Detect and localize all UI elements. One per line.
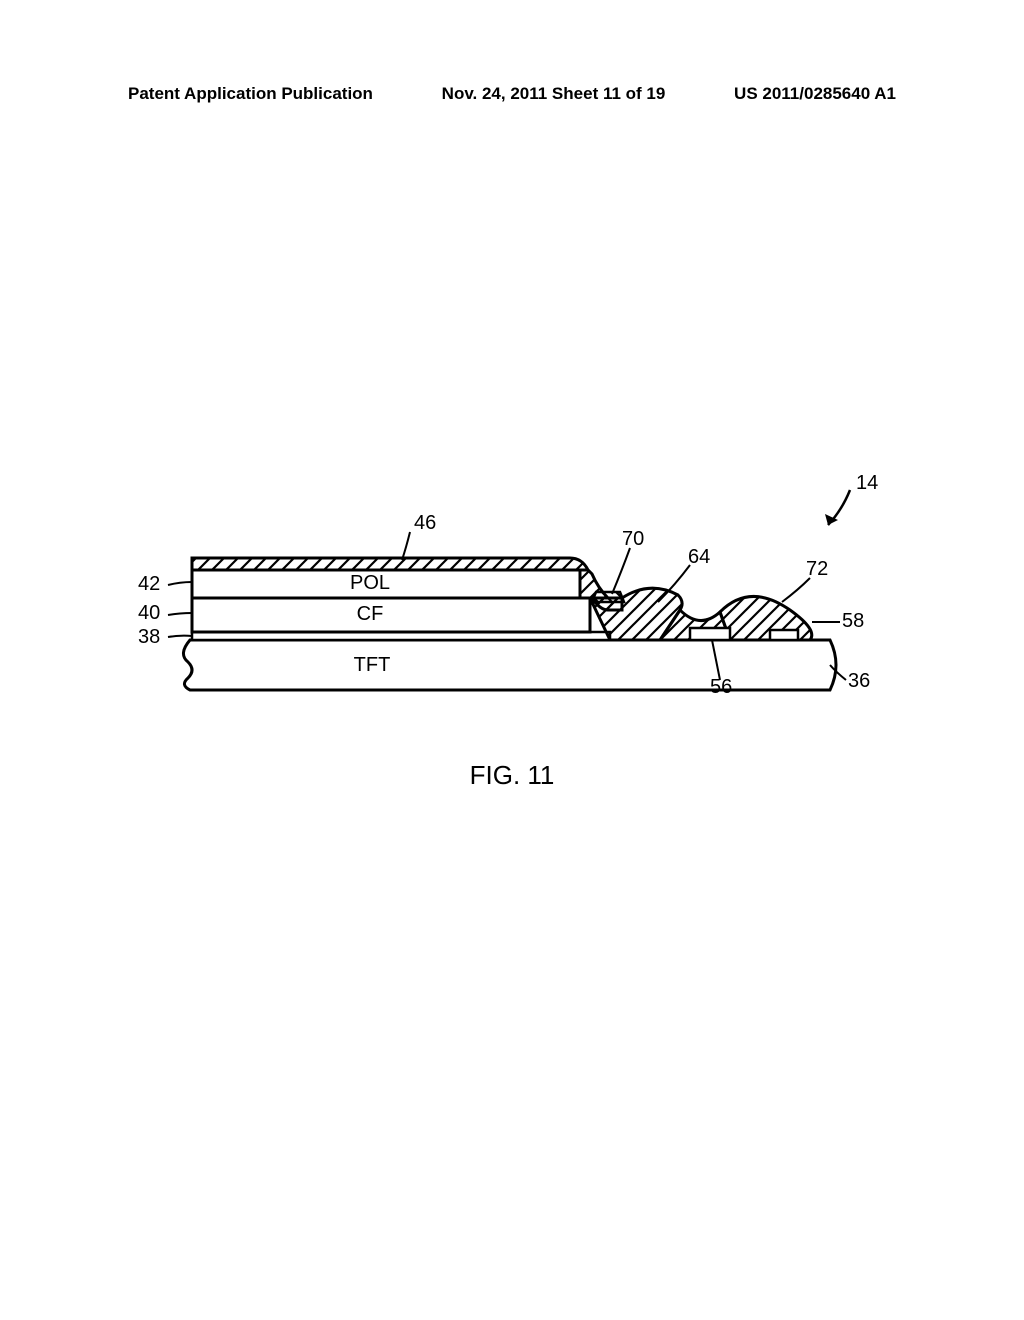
label-70: 70: [622, 528, 644, 551]
sensor-layer-46: [192, 558, 588, 570]
layer-tft: TFT: [346, 654, 398, 677]
label-38: 38: [138, 626, 160, 649]
leader-70: [612, 548, 630, 594]
label-36: 36: [848, 670, 870, 693]
leader-72: [782, 578, 810, 602]
label-42: 42: [138, 573, 160, 596]
component-56: [690, 628, 730, 640]
label-58: 58: [842, 610, 864, 633]
leader-42: [168, 582, 192, 585]
layer-pol: POL: [340, 572, 400, 595]
topping-70: [592, 592, 624, 602]
label-40: 40: [138, 602, 160, 625]
label-14: 14: [856, 472, 878, 495]
label-56: 56: [710, 676, 732, 699]
page-header: Patent Application Publication Nov. 24, …: [0, 84, 1024, 104]
header-center: Nov. 24, 2011 Sheet 11 of 19: [442, 84, 666, 104]
figure-svg: [130, 470, 890, 730]
label-46: 46: [414, 512, 436, 535]
layer-cf: CF: [348, 603, 392, 626]
label-72: 72: [806, 558, 828, 581]
header-left: Patent Application Publication: [128, 84, 373, 104]
label-64: 64: [688, 546, 710, 569]
leader-38: [168, 636, 192, 637]
tft-layer: [183, 640, 836, 690]
leader-46: [402, 532, 410, 560]
leader-40: [168, 613, 192, 615]
figure-11: 14 42 40 38 46 70 64 72 58 56 36 POL CF …: [130, 470, 890, 730]
figure-caption: FIG. 11: [0, 760, 1024, 791]
pad-right: [770, 630, 798, 640]
header-right: US 2011/0285640 A1: [734, 84, 896, 104]
